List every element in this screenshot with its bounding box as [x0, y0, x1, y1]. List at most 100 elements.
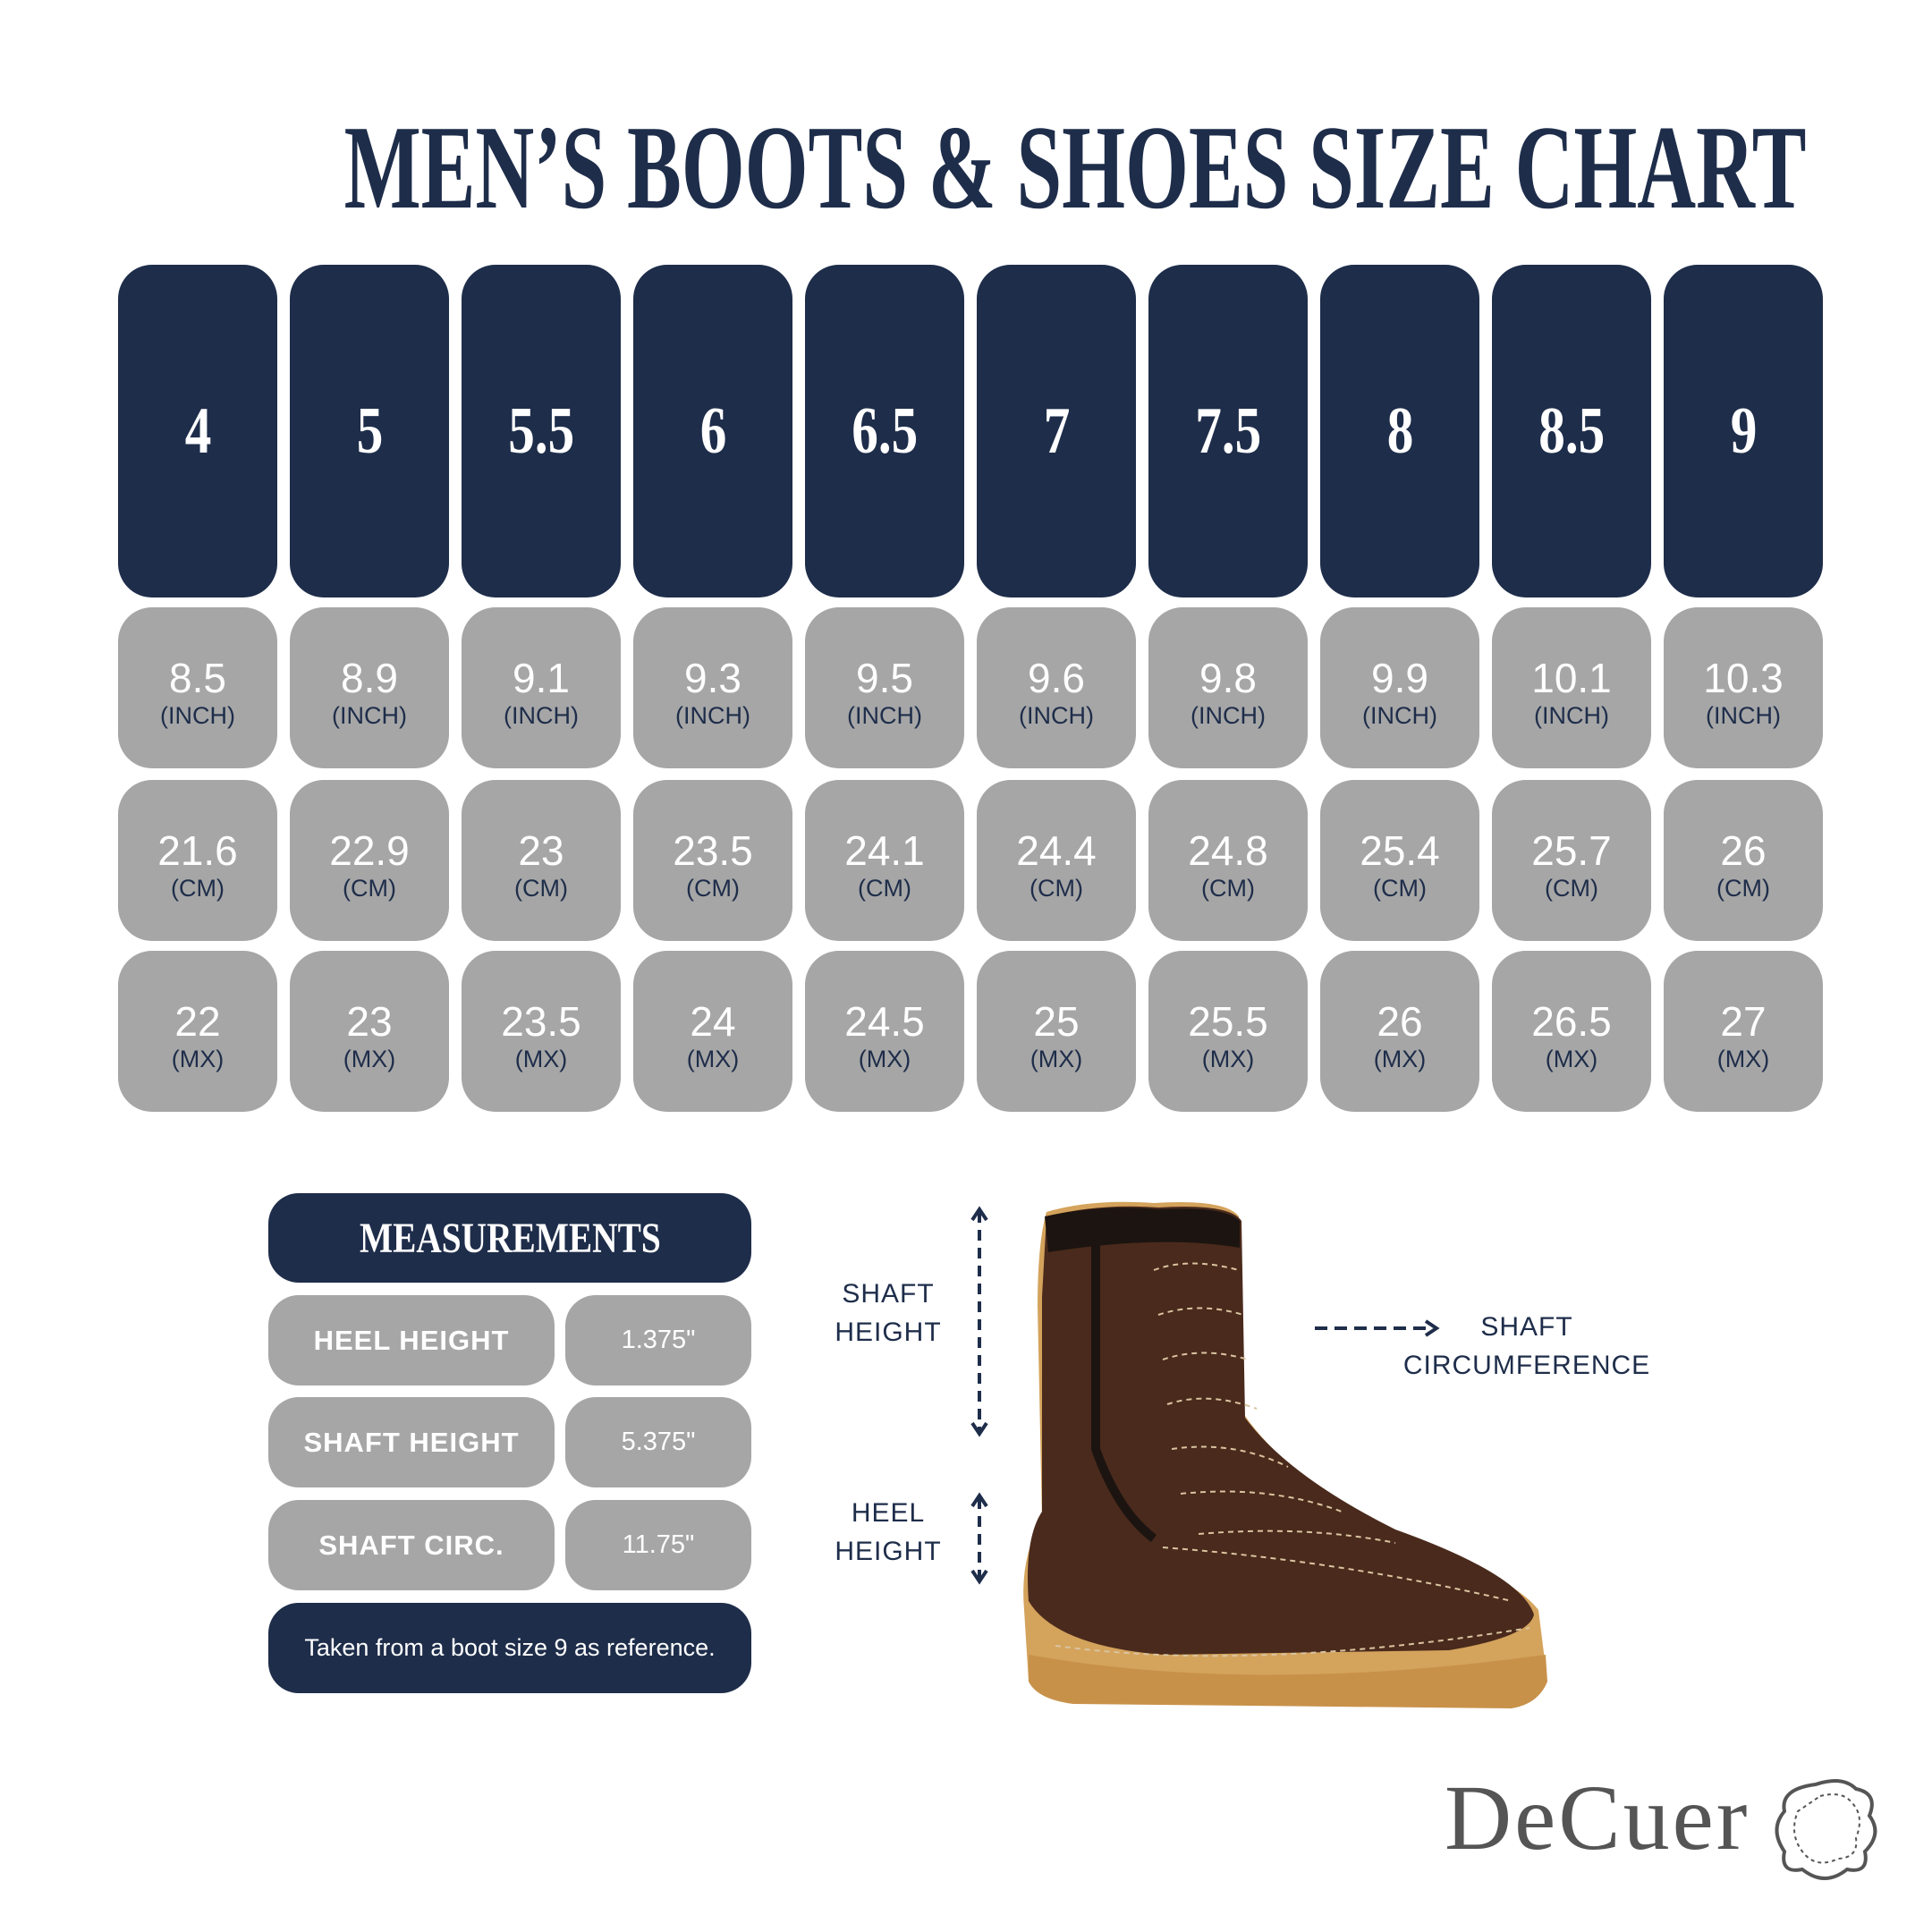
- size-cell: 8: [1320, 265, 1479, 597]
- measure-cell: 9.3 (INCH): [633, 607, 792, 768]
- measure-value: 22: [174, 998, 221, 1045]
- measurement-value: 1.375": [565, 1295, 751, 1385]
- measure-value: 9.8: [1199, 655, 1257, 701]
- measure-unit: (CM): [514, 875, 568, 902]
- measure-cell: 23.5 (CM): [633, 780, 792, 941]
- measure-unit: (MX): [171, 1046, 225, 1072]
- measure-unit: (CM): [1545, 875, 1598, 902]
- measurements-note: Taken from a boot size 9 as reference.: [268, 1603, 751, 1693]
- size-cell: 5.5: [462, 265, 621, 597]
- measure-unit: (CM): [343, 875, 396, 902]
- measure-value: 26.5: [1531, 998, 1612, 1045]
- measure-value: 24.8: [1188, 827, 1268, 874]
- measure-unit: (INCH): [160, 702, 235, 729]
- size-cell: 7: [977, 265, 1136, 597]
- measure-unit: (MX): [686, 1046, 740, 1072]
- measure-value: 9.6: [1028, 655, 1085, 701]
- measure-value: 22.9: [329, 827, 410, 874]
- measure-value: 9.3: [684, 655, 741, 701]
- measure-cell: 26.5 (MX): [1492, 951, 1651, 1112]
- measure-unit: (CM): [171, 875, 225, 902]
- measure-unit: (INCH): [1362, 702, 1437, 729]
- measure-unit: (MX): [1545, 1046, 1598, 1072]
- measure-unit: (MX): [1030, 1046, 1083, 1072]
- measure-cell: 27 (MX): [1664, 951, 1823, 1112]
- measure-cell: 10.1 (INCH): [1492, 607, 1651, 768]
- size-cell: 6.5: [805, 265, 964, 597]
- measure-cell: 9.1 (INCH): [462, 607, 621, 768]
- measure-unit: (INCH): [332, 702, 407, 729]
- measure-value: 21.6: [157, 827, 238, 874]
- measure-value: 9.1: [513, 655, 570, 701]
- measure-cell: 8.5 (INCH): [118, 607, 277, 768]
- measure-unit: (MX): [1201, 1046, 1255, 1072]
- measure-value: 24.4: [1016, 827, 1097, 874]
- measurement-label: SHAFT CIRC.: [268, 1500, 555, 1590]
- measurements-header: MEASUREMENTS: [268, 1193, 751, 1283]
- measure-cell: 23.5 (MX): [462, 951, 621, 1112]
- measure-unit: (CM): [858, 875, 911, 902]
- measure-value: 23.5: [673, 827, 753, 874]
- measure-value: 10.1: [1531, 655, 1612, 701]
- size-label: 6.5: [852, 394, 918, 468]
- measure-value: 26: [1377, 998, 1423, 1045]
- size-label: 7: [1043, 394, 1070, 468]
- measure-unit: (MX): [1716, 1046, 1770, 1072]
- measurement-label: HEEL HEIGHT: [268, 1295, 555, 1385]
- measure-value: 24.1: [844, 827, 925, 874]
- measure-value: 9.9: [1371, 655, 1428, 701]
- measure-cell: 25 (MX): [977, 951, 1136, 1112]
- shaft-circumference-label: SHAFT CIRCUMFERENCE: [1402, 1312, 1651, 1380]
- measure-unit: (CM): [1373, 875, 1427, 902]
- size-label: 6: [699, 394, 726, 468]
- measure-cell: 25.5 (MX): [1148, 951, 1308, 1112]
- measure-value: 25.5: [1188, 998, 1268, 1045]
- measure-cell: 24 (MX): [633, 951, 792, 1112]
- measure-value: 23: [518, 827, 564, 874]
- measure-cell: 24.1 (CM): [805, 780, 964, 941]
- measure-value: 23.5: [501, 998, 581, 1045]
- measure-unit: (CM): [1716, 875, 1770, 902]
- measure-cell: 9.8 (INCH): [1148, 607, 1308, 768]
- measure-unit: (MX): [514, 1046, 568, 1072]
- heel-height-label: HEEL HEIGHT: [835, 1498, 942, 1566]
- measure-unit: (INCH): [847, 702, 922, 729]
- measure-value: 27: [1720, 998, 1767, 1045]
- measure-unit: (CM): [1030, 875, 1083, 902]
- measure-value: 8.5: [169, 655, 226, 701]
- measure-cell: 9.5 (INCH): [805, 607, 964, 768]
- measure-cell: 21.6 (CM): [118, 780, 277, 941]
- measure-cell: 22 (MX): [118, 951, 277, 1112]
- measure-value: 24.5: [844, 998, 925, 1045]
- measure-unit: (CM): [686, 875, 740, 902]
- size-cell: 9: [1664, 265, 1823, 597]
- size-cell: 8.5: [1492, 265, 1651, 597]
- measure-cell: 8.9 (INCH): [290, 607, 449, 768]
- measure-unit: (INCH): [1534, 702, 1609, 729]
- size-cell: 5: [290, 265, 449, 597]
- measure-cell: 24.4 (CM): [977, 780, 1136, 941]
- shaft-height-label: SHAFT HEIGHT: [835, 1279, 942, 1347]
- title: MEN’S BOOTS & SHOES SIZE CHART: [343, 101, 1807, 233]
- measure-unit: (MX): [343, 1046, 396, 1072]
- measure-unit: (INCH): [504, 702, 579, 729]
- measure-value: 25.4: [1360, 827, 1440, 874]
- measurement-value: 11.75": [565, 1500, 751, 1590]
- size-label: 4: [184, 394, 211, 468]
- measure-cell: 24.8 (CM): [1148, 780, 1308, 941]
- measure-cell: 9.6 (INCH): [977, 607, 1136, 768]
- measure-value: 9.5: [856, 655, 913, 701]
- measure-cell: 26 (CM): [1664, 780, 1823, 941]
- measurement-value: 5.375": [565, 1397, 751, 1487]
- measure-cell: 10.3 (INCH): [1664, 607, 1823, 768]
- measure-cell: 23 (CM): [462, 780, 621, 941]
- measure-unit: (MX): [1373, 1046, 1427, 1072]
- size-cell: 4: [118, 265, 277, 597]
- measure-cell: 9.9 (INCH): [1320, 607, 1479, 768]
- measure-unit: (INCH): [1706, 702, 1781, 729]
- measure-cell: 25.7 (CM): [1492, 780, 1651, 941]
- measure-unit: (CM): [1201, 875, 1255, 902]
- measure-value: 25.7: [1531, 827, 1612, 874]
